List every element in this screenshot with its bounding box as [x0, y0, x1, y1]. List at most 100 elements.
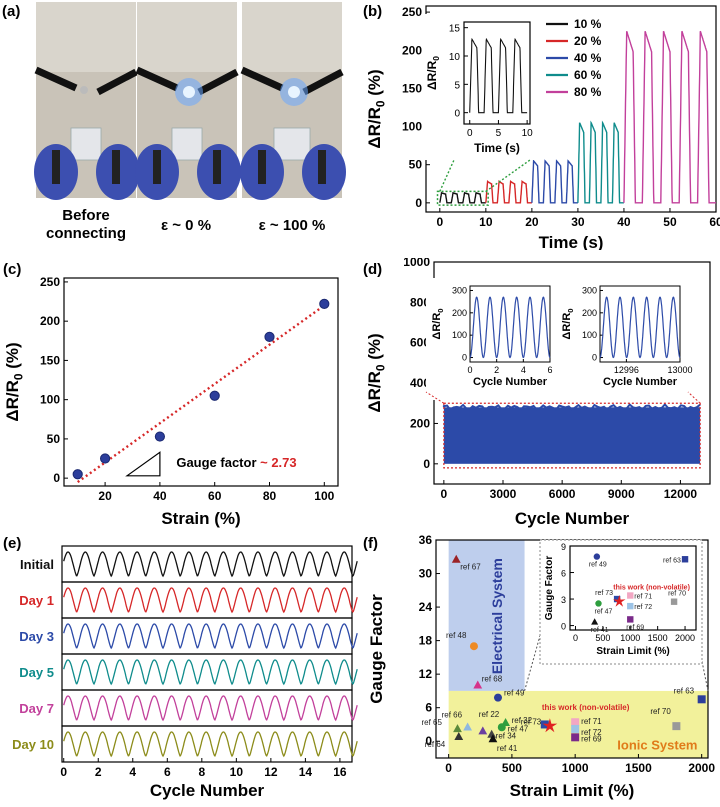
- panel-a-label: (a): [2, 3, 20, 20]
- ionic-region-label: Ionic System: [617, 738, 697, 753]
- clip-right: [197, 68, 239, 96]
- inset-d-bg: [426, 278, 558, 400]
- inset-d-ylabel: ΔR/R0: [431, 308, 445, 339]
- inset-point: [593, 553, 601, 560]
- x-tick-label: 6000: [549, 487, 576, 501]
- inset-b-bg: [424, 14, 536, 160]
- caption-a-2: ε ~ 100 %: [259, 217, 326, 234]
- inset-point-label: ref 49: [589, 562, 607, 569]
- x-tick-label: 12000: [664, 487, 698, 501]
- point-ref-47: [497, 723, 506, 732]
- inset-y-tick-label: 100: [582, 330, 597, 340]
- inset-point: [595, 600, 602, 607]
- x-tick-label: 5: [496, 128, 502, 139]
- x-axis-title-c: Strain (%): [161, 509, 240, 528]
- x-tick-label: 0: [467, 128, 473, 139]
- clamp-left: [258, 150, 266, 184]
- hydrogel-film: [171, 127, 203, 161]
- point-label: ref 66: [442, 710, 463, 719]
- x-tick-label: 60: [208, 489, 222, 503]
- point-ref-64: [454, 731, 464, 740]
- inset-point-label: ref 41: [591, 627, 609, 634]
- point-this-work--non-volatile-: [542, 718, 558, 733]
- point-label: ref 48: [446, 631, 467, 640]
- y-tick-label: 0: [415, 196, 422, 210]
- x-tick-label: 14: [299, 765, 313, 779]
- hydrogel-film: [273, 127, 311, 161]
- plot-frame: [63, 277, 339, 487]
- inset-point: [591, 618, 599, 625]
- y-axis-title-c: ΔR/R0 (%): [3, 342, 25, 421]
- row-label: Day 7: [19, 701, 54, 716]
- x-axis-title-e: Cycle Number: [150, 781, 265, 800]
- y-tick-label: 36: [419, 533, 433, 547]
- clamp-right: [318, 150, 326, 184]
- row-frame: [61, 581, 353, 619]
- row-frame: [61, 653, 353, 691]
- row-label: Day 10: [12, 737, 54, 752]
- point-ref-68: [473, 680, 483, 689]
- point-label: ref 65: [422, 718, 443, 727]
- inset-d-xlabel: Cycle Number: [603, 376, 678, 388]
- caption-a-0: Before: [62, 207, 110, 224]
- y-tick-label: 30: [419, 567, 433, 581]
- y-tick-label: 100: [40, 393, 60, 407]
- point-label: ref 72: [581, 728, 602, 737]
- row-line: [63, 623, 358, 650]
- connector-line: [687, 391, 701, 404]
- row-line: [63, 551, 358, 578]
- x-tick-label: 0: [441, 487, 448, 501]
- data-point: [100, 453, 111, 464]
- series-line-40: [531, 159, 578, 204]
- clamp-right: [112, 150, 120, 184]
- point-label: ref 71: [581, 717, 602, 726]
- panel-e-label: (e): [3, 535, 21, 552]
- y-tick-label: 200: [402, 43, 422, 57]
- point-ref-66: [463, 722, 473, 731]
- x-tick-label: 10: [230, 765, 244, 779]
- inset-y-tick-label: 200: [582, 308, 597, 318]
- inset-x-tick-label: 6: [547, 365, 552, 375]
- data-point: [72, 469, 83, 480]
- point-label: ref 68: [482, 674, 503, 683]
- led-light: [288, 86, 300, 98]
- led-off: [80, 86, 88, 94]
- x-tick-label: 4: [129, 765, 136, 779]
- inset-points-f: ref 49 ref 47 ref 41 ref 73 ref 71 ref 72 ref …: [589, 553, 690, 634]
- slope-triangle: [125, 451, 161, 477]
- data-point: [319, 298, 330, 310]
- row-line: [63, 731, 358, 758]
- point-ref-63: [697, 695, 706, 704]
- electrical-region: [448, 540, 525, 691]
- x-axis-title-d: Cycle Number: [515, 509, 630, 528]
- point-label: ref 73: [521, 717, 542, 726]
- y-tick-label: 400: [410, 376, 430, 390]
- row-line: [63, 659, 358, 686]
- clamp-left: [52, 150, 60, 184]
- gauge-factor-annotation: Gauge factor ~ 2.73: [176, 455, 296, 470]
- inset-d-line: [599, 296, 681, 359]
- row-line: [63, 695, 358, 722]
- panel-b: (b) 0 10 20 30 40 50 60 0 50 100 150 200 250 Time (s) Δ…: [360, 0, 720, 252]
- point-ref-70: [672, 722, 681, 731]
- led-strain-0-photo: [135, 2, 241, 200]
- inset-x-tick-label: 4: [521, 365, 526, 375]
- series-line-60: [577, 120, 624, 204]
- point-ref-34: [487, 729, 497, 738]
- inset-point-label: this work (non-volatile): [613, 584, 690, 591]
- row-frame: [61, 617, 353, 655]
- point-label: ref 49: [504, 689, 525, 698]
- x-tick-label: 80: [263, 489, 277, 503]
- x-tick-label: 60: [709, 215, 720, 229]
- y-tick-label: 10: [449, 52, 461, 63]
- y-tick-label: 6: [425, 701, 432, 715]
- plot-frame: [569, 545, 697, 631]
- inset-point-label: ref 69: [626, 624, 644, 631]
- chart-d: (d)0 3000 6000 9000 1200002004006008001000Cy…: [363, 255, 711, 528]
- axes-c: 20 40 60 80 100 0 50 100 150 200 250: [40, 275, 339, 503]
- inset-axes-f: 0 500 1000 1500 2000 0 3 6 9: [561, 542, 697, 643]
- inset-y-tick-label: 100: [452, 330, 467, 340]
- x-tick-label: 16: [333, 765, 347, 779]
- y-tick-label: 5: [454, 80, 460, 91]
